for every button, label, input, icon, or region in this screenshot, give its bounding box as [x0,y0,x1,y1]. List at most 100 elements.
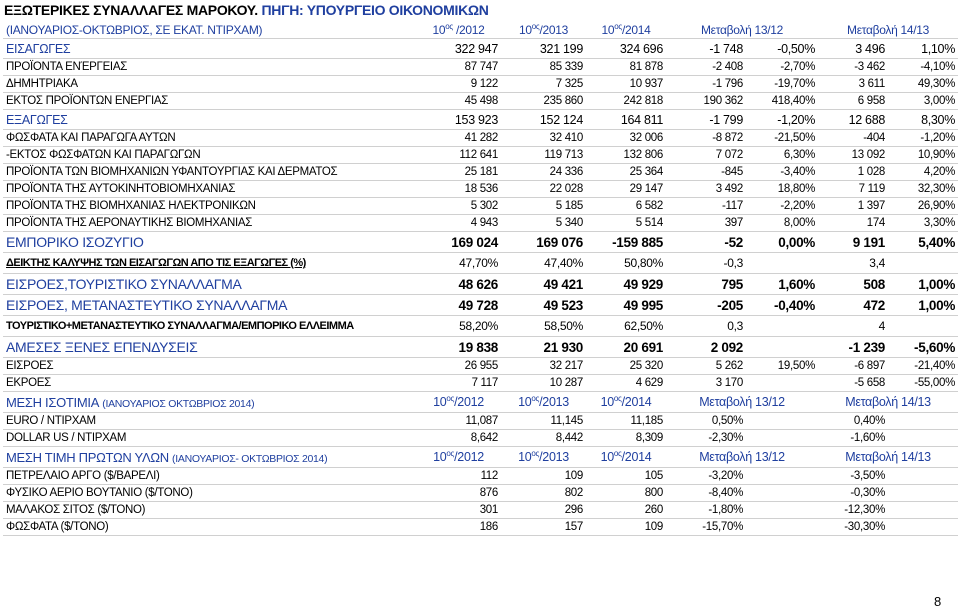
cell: 1,00% [888,294,959,316]
cell: -19,70% [746,75,819,93]
cell: 32 006 [586,129,666,147]
cell: 8,00% [746,214,819,232]
cell: 24 336 [501,163,586,181]
table-row: ΤΟΥΡΙΣΤΙΚΟ+ΜΕΤΑΝΑΣΤΕΥΤΙΚΟ ΣΥΝΑΛΛΑΓΜΑ/ΕΜΠ… [3,315,959,337]
cell: 169 076 [501,231,586,253]
cell: 1,00% [888,273,959,295]
cell: 10 937 [586,75,666,93]
cell: 7 117 [416,374,501,392]
cell: 802 [501,484,586,502]
cell: -3,40% [746,163,819,181]
cell: 9 191 [818,231,889,253]
column-header: Μεταβολή 14/13 [818,21,959,39]
column-header: 10ος/2014 [586,21,666,39]
cell: 112 641 [416,146,501,164]
cell: 2 092 [666,336,746,358]
header-day: 10 [518,395,532,410]
column-header: 10ος/2012 [416,446,501,468]
subheader-label: ΜΕΣΗ ΤΙΜΗ ΠΡΩΤΩΝ ΥΛΩΝ (ΙΑΝΟΥΑΡΙΟΣ- ΟΚΤΩΒ… [3,446,416,468]
cell [888,467,959,485]
cell: 4 629 [586,374,666,392]
cell: 0,3 [666,315,746,337]
cell: 324 696 [586,38,666,59]
column-header: 10ος/2014 [586,391,666,413]
cell: 45 498 [416,92,501,110]
cell: -2,20% [746,197,819,215]
cell [746,501,819,519]
row-label: ΦΩΣΦΑΤΑ ΚΑΙ ΠΑΡΑΓΩΓΑ ΑΥΤΩΝ [3,129,416,147]
row-label: ΠΡΟΪΟΝΤΑ ΤΗΣ ΒΙΟΜΗΧΑΝΙΑΣ ΗΛΕΚΤΡΟΝΙΚΩΝ [3,197,416,215]
column-header: Μεταβολή 13/12 [666,391,819,413]
cell: 418,40% [746,92,819,110]
cell: 153 923 [416,109,501,130]
row-label: ΔΕΙΚΤΗΣ ΚΑΛΥΨΗΣ ΤΩΝ ΕΙΣΑΓΩΓΩΝ ΑΠΟ ΤΙΣ ΕΞ… [3,252,416,274]
cell: 13 092 [818,146,889,164]
cell: -1,20% [888,129,959,147]
header-day: 10 [433,450,447,465]
row-label: ΕΜΠΟΡΙΚΟ ΙΣΟΖΥΓΙΟ [3,231,416,253]
table-row: ΠΡΟΪΟΝΤΑ ΤΗΣ ΑΥΤΟΚΙΝΗΤΟΒΙΟΜΗΧΑΝΙΑΣ 18 536… [3,180,959,198]
table-row: ΑΜΕΣΕΣ ΞΕΝΕΣ ΕΠΕΝΔΥΣΕΙΣ 19 838 21 930 20 69… [3,336,959,358]
cell: 9 122 [416,75,501,93]
cell: -2,30% [666,429,746,447]
cell: 21 930 [501,336,586,358]
cell: 186 [416,518,501,536]
cell: 18 536 [416,180,501,198]
header-suffix: ος [531,449,540,459]
cell: -15,70% [666,518,746,536]
table-row: ΦΩΣΦΑΤΑ ($/ΤΟΝΟ) 186 157 109 -15,70% -30,30% [3,518,959,536]
header-day: 10 [600,395,615,410]
cell: 7 119 [818,180,889,198]
cell: 508 [818,273,889,295]
cell: 3,4 [818,252,889,274]
cell: 11,145 [501,412,586,430]
cell: 109 [501,467,586,485]
row-label: -ΕΚΤΟΣ ΦΩΣΦΑΤΩΝ ΚΑΙ ΠΑΡΑΓΩΓΩΝ [3,146,416,164]
cell: -8 872 [666,129,746,147]
cell: 296 [501,501,586,519]
cell: 26,90% [888,197,959,215]
cell [746,484,819,502]
header-suffix: ος [613,394,622,404]
row-label: ΦΥΣΙΚΟ ΑΕΡΙΟ ΒΟΥΤΑΝΙΟ ($/ΤΟΝΟ) [3,484,416,502]
table-row: ΕΙΣΡΟΕΣ, ΜΕΤΑΝΑΣΤΕΥΤΙΚΟ ΣΥΝΑΛΛΑΓΜΑ 49 728… [3,294,959,316]
cell: 0,00% [746,231,819,253]
cell: -1 799 [666,109,746,130]
cell: 11,087 [416,412,501,430]
cell: 58,20% [416,315,501,337]
table-row: ΔΗΜΗΤΡΙΑΚΑ 9 122 7 325 10 937 -1 796 -19,70% 3… [3,75,959,93]
cell: 49 995 [586,294,666,316]
subheader-title: ΜΕΣΗ ΙΣΟΤΙΜΙΑ [6,394,100,410]
row-label: ΕΙΣΑΓΩΓΕΣ [3,38,416,59]
source: ΠΗΓΗ: ΥΠΟΥΡΓΕΙΟ ΟΙΚΟΝΟΜΙΚΩΝ [261,2,489,18]
cell: -404 [818,129,889,147]
cell: -1,80% [666,501,746,519]
cell: 109 [586,518,666,536]
cell: 25 364 [586,163,666,181]
header-suffix: ος [614,22,622,31]
cell: 132 806 [586,146,666,164]
cell: 1,10% [888,38,959,59]
cell: 795 [666,273,746,295]
column-header: 10ος/2012 [416,391,501,413]
table-row: ΠΡΟΪΟΝΤΑ ΤΗΣ ΑΕΡΟΝΑΥΤΙΚΗΣ ΒΙΟΜΗΧΑΝΙΑΣ 4 9… [3,214,959,232]
row-label: EURO / NTIPXAM [3,412,416,430]
cell: -2 408 [666,58,746,76]
row-label: ΜΑΛΑΚΟΣ ΣΙΤΟΣ ($/ΤΟΝΟ) [3,501,416,519]
cell: 876 [416,484,501,502]
table-row: ΕΙΣΡΟΕΣ,ΤΟΥΡΙΣΤΙΚΟ ΣΥΝΑΛΛΑΓΜΑ 48 626 49 42… [3,273,959,295]
cell: 3,00% [888,92,959,110]
table-row: ΕΚΤΟΣ ΠΡΟΪΟΝΤΩΝ ΕΝΕΡΓΙΑΣ 45 498 235 860 242… [3,92,959,110]
cell: 6 582 [586,197,666,215]
cell: -0,30% [818,484,889,502]
column-header: 10ος/2014 [586,446,666,468]
cell [888,315,959,337]
cell: 1 028 [818,163,889,181]
subheader-note: (ΙΑΝΟΥΑΡΙΟΣ- ΟΚΤΩΒΡΙΟΣ 2014) [172,452,328,465]
cell: 1 397 [818,197,889,215]
subheader-row: ΜΕΣΗ ΤΙΜΗ ΠΡΩΤΩΝ ΥΛΩΝ (ΙΑΝΟΥΑΡΙΟΣ- ΟΚΤΩΒ… [3,446,959,468]
header-year: /2014 [621,23,651,37]
cell: -0,3 [666,252,746,274]
trade-table: (ΙΑΝΟΥΑΡΙΟΣ-ΟΚΤΩΒΡΙΟΣ, ΣΕ ΕΚΑΤ. ΝΤΙΡΧΑΜ)… [3,21,959,536]
